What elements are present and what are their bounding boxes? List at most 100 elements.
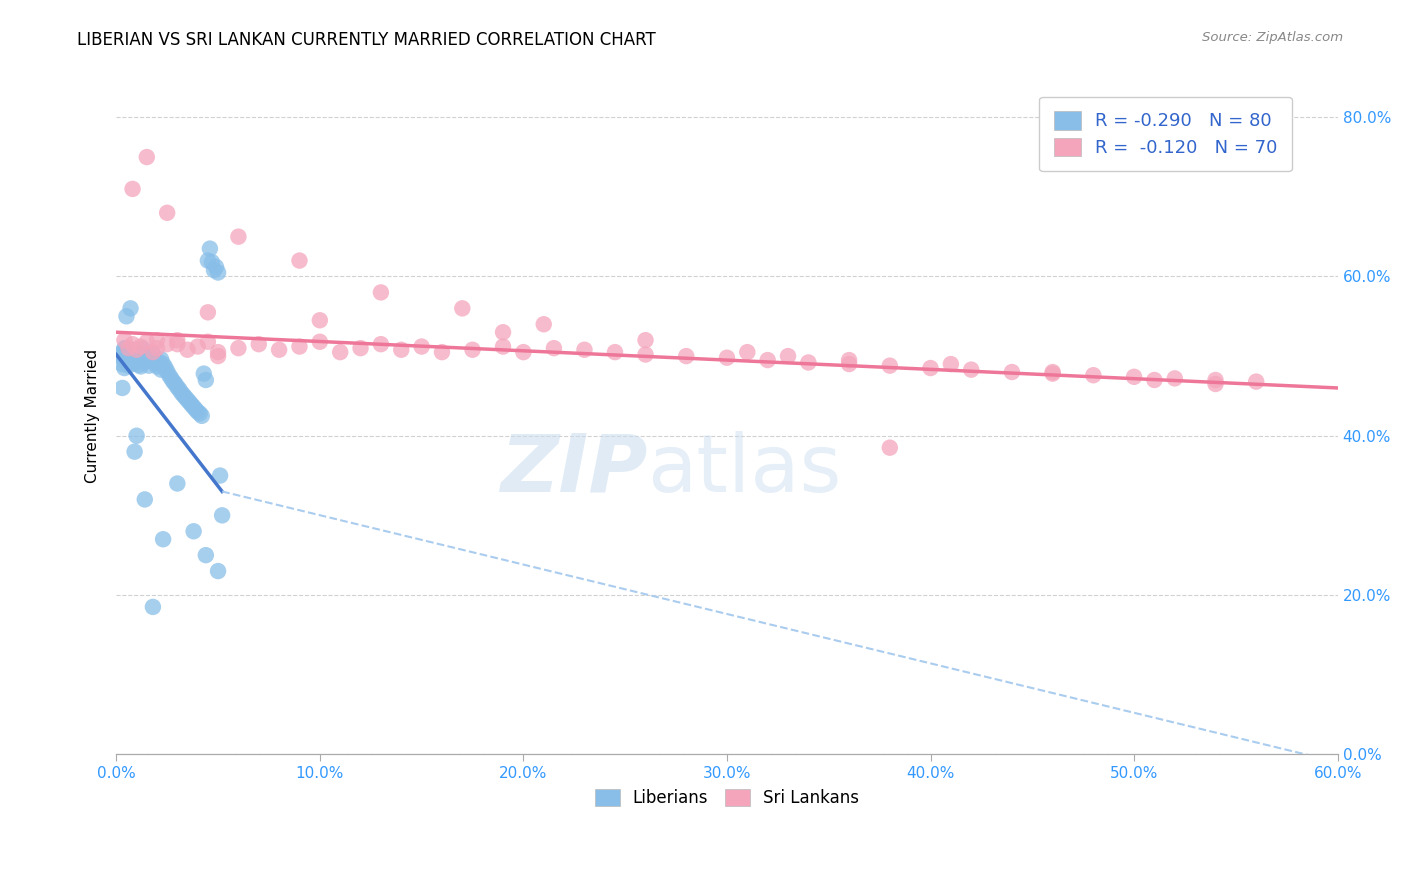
Point: [132, 342, 155, 356]
Point: [120, 301, 142, 316]
Point: [187, 340, 209, 354]
Point: [183, 400, 205, 414]
Point: [512, 345, 534, 359]
Point: [939, 357, 962, 371]
Point: [112, 341, 135, 355]
Point: [176, 343, 198, 357]
Point: [117, 359, 139, 373]
Point: [146, 359, 169, 374]
Point: [1083, 368, 1105, 383]
Point: [146, 341, 169, 355]
Point: [117, 341, 139, 355]
Point: [150, 362, 173, 376]
Point: [198, 242, 221, 256]
Point: [129, 340, 152, 354]
Point: [1205, 373, 1227, 387]
Point: [920, 361, 942, 376]
Legend: Liberians, Sri Lankans: Liberians, Sri Lankans: [588, 782, 866, 814]
Point: [111, 381, 134, 395]
Point: [135, 348, 157, 362]
Point: [124, 444, 146, 458]
Point: [207, 564, 229, 578]
Point: [115, 351, 138, 365]
Point: [124, 343, 146, 358]
Point: [543, 341, 565, 355]
Point: [1001, 365, 1024, 379]
Point: [117, 355, 139, 369]
Point: [603, 345, 626, 359]
Point: [1042, 367, 1064, 381]
Point: [112, 361, 135, 376]
Point: [180, 398, 202, 412]
Point: [112, 353, 135, 368]
Point: [115, 341, 138, 355]
Point: [1143, 373, 1166, 387]
Point: [138, 359, 160, 373]
Point: [174, 391, 197, 405]
Point: [492, 325, 515, 339]
Point: [117, 344, 139, 359]
Point: [135, 334, 157, 349]
Point: [197, 334, 219, 349]
Point: [879, 441, 901, 455]
Point: [205, 260, 228, 274]
Point: [533, 318, 555, 332]
Point: [184, 402, 207, 417]
Point: [170, 385, 193, 400]
Point: [135, 352, 157, 367]
Point: [370, 285, 392, 300]
Point: [120, 343, 142, 357]
Point: [308, 313, 330, 327]
Point: [135, 150, 157, 164]
Point: [128, 351, 150, 366]
Point: [756, 353, 779, 368]
Point: [166, 476, 188, 491]
Point: [111, 357, 134, 371]
Point: [172, 388, 194, 402]
Point: [160, 371, 183, 385]
Point: [115, 349, 138, 363]
Point: [193, 367, 215, 381]
Text: Source: ZipAtlas.com: Source: ZipAtlas.com: [1202, 31, 1343, 45]
Point: [142, 599, 165, 614]
Point: [1205, 376, 1227, 391]
Point: [960, 362, 983, 376]
Point: [162, 375, 184, 389]
Point: [120, 347, 142, 361]
Point: [132, 350, 155, 364]
Point: [202, 263, 225, 277]
Point: [120, 353, 142, 368]
Point: [143, 356, 166, 370]
Point: [110, 349, 132, 363]
Point: [125, 343, 148, 357]
Point: [838, 357, 860, 371]
Text: atlas: atlas: [648, 431, 842, 509]
Point: [288, 340, 311, 354]
Point: [148, 354, 170, 368]
Point: [269, 343, 291, 357]
Point: [121, 352, 143, 367]
Point: [166, 337, 188, 351]
Point: [191, 409, 214, 423]
Point: [201, 255, 224, 269]
Point: [634, 333, 657, 347]
Point: [125, 428, 148, 442]
Point: [166, 333, 188, 347]
Point: [370, 337, 392, 351]
Point: [157, 368, 180, 383]
Point: [125, 346, 148, 360]
Point: [574, 343, 596, 357]
Point: [430, 345, 453, 359]
Point: [169, 383, 191, 397]
Point: [166, 380, 188, 394]
Point: [634, 347, 657, 361]
Point: [124, 356, 146, 370]
Point: [152, 533, 174, 547]
Point: [1042, 365, 1064, 379]
Point: [194, 373, 217, 387]
Point: [228, 341, 250, 355]
Point: [492, 340, 515, 354]
Point: [207, 345, 229, 359]
Point: [112, 333, 135, 347]
Y-axis label: Currently Married: Currently Married: [86, 349, 100, 483]
